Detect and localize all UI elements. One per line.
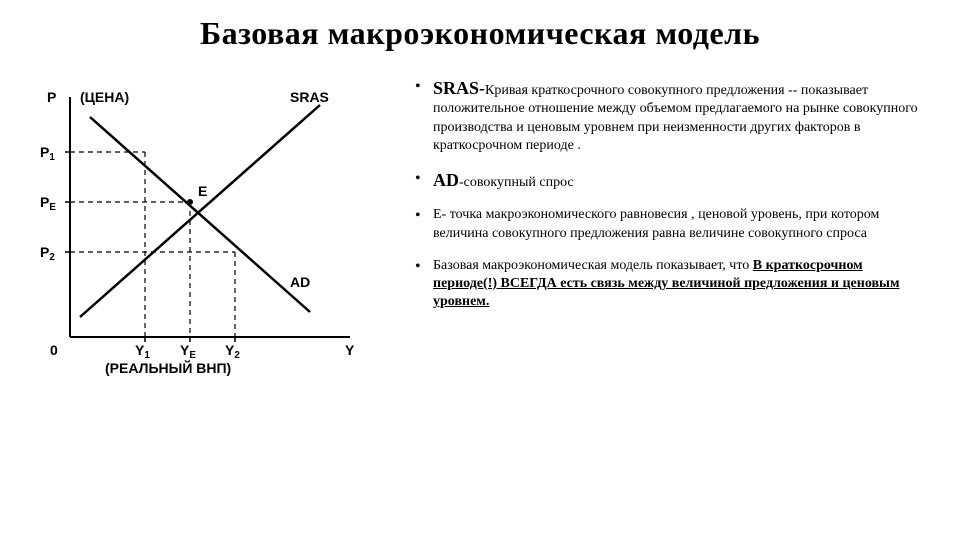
bullet-sras: SRAS-Кривая краткосрочного совокупного п… <box>415 77 930 155</box>
svg-text:Y1: Y1 <box>135 342 150 361</box>
svg-text:(ЦЕНА): (ЦЕНА) <box>80 89 129 105</box>
bullet-ad: AD-совокупный спрос <box>415 169 930 192</box>
svg-text:YE: YE <box>180 342 196 361</box>
svg-text:(РЕАЛЬНЫЙ ВНП): (РЕАЛЬНЫЙ ВНП) <box>105 359 231 376</box>
bullet-e: E- точка макроэкономического равновесия … <box>415 206 930 242</box>
svg-text:P1: P1 <box>40 144 55 163</box>
svg-text:0: 0 <box>50 342 58 358</box>
svg-text:SRAS: SRAS <box>290 89 329 105</box>
svg-text:P: P <box>47 89 56 105</box>
page-title: Базовая макроэкономическая модель <box>30 15 930 52</box>
bullets-list: SRAS-Кривая краткосрочного совокупного п… <box>415 77 930 402</box>
ad-lead: AD <box>433 170 459 190</box>
bullet-model: Базовая макроэкономическая модель показы… <box>415 257 930 312</box>
svg-text:Y: Y <box>345 342 355 358</box>
svg-text:AD: AD <box>290 274 310 290</box>
model-text-a: Базовая макроэкономическая модель показы… <box>433 258 753 273</box>
ad-tail: -совокупный спрос <box>459 175 574 190</box>
diagram-container: P (ЦЕНА) Y (РЕАЛЬНЫЙ ВНП) 0 P1 PE P2 Y1 YE Y2 SRAS A… <box>30 77 410 402</box>
sras-lead: SRAS- <box>433 78 485 98</box>
svg-text:P2: P2 <box>40 244 55 263</box>
sras-tail: Кривая краткосрочного совокупного предло… <box>433 83 918 153</box>
svg-text:E: E <box>198 183 207 199</box>
svg-text:Y2: Y2 <box>225 342 240 361</box>
svg-text:PE: PE <box>40 194 56 213</box>
e-text: E- точка макроэкономического равновесия … <box>433 207 879 240</box>
